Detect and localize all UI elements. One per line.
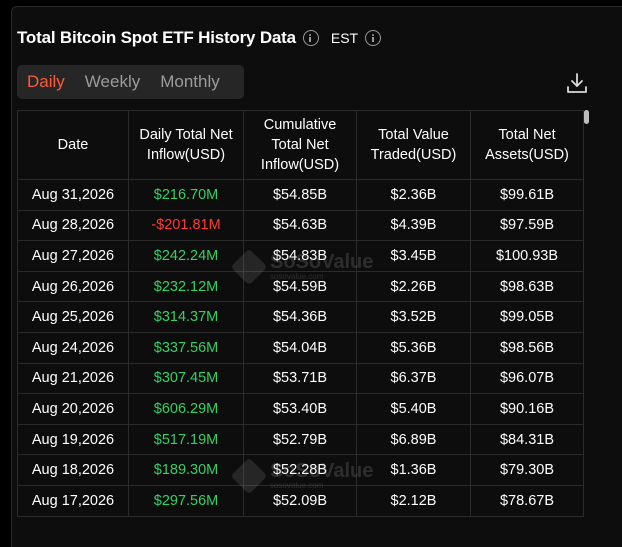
table-row: Aug 17,2026 $297.56M $52.09B $2.12B $78.… (17, 484, 584, 517)
inflow-cell: $337.56M (128, 331, 244, 364)
cumulative-cell: $53.40B (243, 393, 357, 425)
column-header-cumulative-inflow[interactable]: Cumulative Total Net Inflow(USD) (243, 110, 357, 180)
traded-cell: $4.39B (356, 209, 471, 242)
assets-cell: $96.07B (470, 362, 584, 395)
cumulative-cell: $54.59B (243, 270, 357, 303)
traded-cell: $5.40B (356, 393, 471, 425)
period-tabs: Daily Weekly Monthly (17, 65, 244, 99)
table-scrollbar[interactable] (584, 110, 589, 124)
title-row: Total Bitcoin Spot ETF History Data EST (17, 27, 382, 49)
column-header-daily-inflow[interactable]: Daily Total Net Inflow(USD) (128, 110, 244, 180)
traded-cell: $3.52B (356, 301, 471, 333)
assets-cell: $90.16B (470, 393, 584, 425)
timezone-info-icon[interactable] (365, 30, 382, 46)
traded-cell: $2.26B (356, 270, 471, 303)
tab-weekly[interactable]: Weekly (84, 72, 141, 91)
traded-cell: $2.36B (356, 179, 471, 211)
cumulative-cell: $54.63B (243, 209, 357, 242)
column-header-value-traded[interactable]: Total Value Traded(USD) (356, 110, 471, 180)
history-table: Date Daily Total Net Inflow(USD) Cumulat… (17, 110, 584, 517)
table-row: Aug 25,2026 $314.37M $54.36B $3.52B $99.… (17, 301, 584, 333)
date-cell: Aug 31,2026 (17, 179, 129, 211)
cumulative-cell: $54.36B (243, 301, 357, 333)
assets-cell: $100.93B (470, 240, 584, 272)
table-row: Aug 19,2026 $517.19M $52.79B $6.89B $84.… (17, 423, 584, 456)
table-row: Aug 21,2026 $307.45M $53.71B $6.37B $96.… (17, 362, 584, 395)
table-row: Aug 27,2026 $242.24M $54.83B $3.45B $100… (17, 240, 584, 272)
date-cell: Aug 18,2026 (17, 454, 129, 486)
cumulative-cell: $54.85B (243, 179, 357, 211)
date-cell: Aug 28,2026 (17, 209, 129, 242)
assets-cell: $98.56B (470, 331, 584, 364)
traded-cell: $2.12B (356, 484, 471, 517)
cumulative-cell: $52.79B (243, 423, 357, 456)
inflow-cell: $606.29M (128, 393, 244, 425)
inflow-cell: -$201.81M (128, 209, 244, 242)
inflow-cell: $517.19M (128, 423, 244, 456)
date-cell: Aug 25,2026 (17, 301, 129, 333)
timezone-label[interactable]: EST (330, 30, 359, 46)
date-cell: Aug 24,2026 (17, 331, 129, 364)
column-header-date[interactable]: Date (17, 110, 129, 180)
inflow-cell: $232.12M (128, 270, 244, 303)
date-cell: Aug 17,2026 (17, 484, 129, 517)
tab-monthly[interactable]: Monthly (160, 72, 220, 91)
traded-cell: $6.37B (356, 362, 471, 395)
tab-daily[interactable]: Daily (27, 72, 65, 91)
traded-cell: $6.89B (356, 423, 471, 456)
cumulative-cell: $52.28B (243, 454, 357, 486)
date-cell: Aug 20,2026 (17, 393, 129, 425)
assets-cell: $99.61B (470, 179, 584, 211)
inflow-cell: $307.45M (128, 362, 244, 395)
assets-cell: $99.05B (470, 301, 584, 333)
table-row: Aug 20,2026 $606.29M $53.40B $5.40B $90.… (17, 393, 584, 425)
inflow-cell: $189.30M (128, 454, 244, 486)
download-icon[interactable] (565, 71, 589, 95)
assets-cell: $97.59B (470, 209, 584, 242)
assets-cell: $78.67B (470, 484, 584, 517)
info-icon[interactable] (302, 30, 319, 46)
inflow-cell: $242.24M (128, 240, 244, 272)
traded-cell: $3.45B (356, 240, 471, 272)
assets-cell: $84.31B (470, 423, 584, 456)
table-row: Aug 28,2026 -$201.81M $54.63B $4.39B $97… (17, 209, 584, 242)
history-table-container: Date Daily Total Net Inflow(USD) Cumulat… (17, 110, 584, 517)
traded-cell: $1.36B (356, 454, 471, 486)
date-cell: Aug 26,2026 (17, 270, 129, 303)
cumulative-cell: $52.09B (243, 484, 357, 517)
cumulative-cell: $53.71B (243, 362, 357, 395)
inflow-cell: $216.70M (128, 179, 244, 211)
date-cell: Aug 21,2026 (17, 362, 129, 395)
table-row: Aug 18,2026 $189.30M $52.28B $1.36B $79.… (17, 454, 584, 486)
inflow-cell: $297.56M (128, 484, 244, 517)
cumulative-cell: $54.83B (243, 240, 357, 272)
traded-cell: $5.36B (356, 331, 471, 364)
assets-cell: $79.30B (470, 454, 584, 486)
table-header-row: Date Daily Total Net Inflow(USD) Cumulat… (17, 110, 584, 180)
date-cell: Aug 19,2026 (17, 423, 129, 456)
column-header-net-assets[interactable]: Total Net Assets(USD) (470, 110, 584, 180)
inflow-cell: $314.37M (128, 301, 244, 333)
table-body: Aug 31,2026 $216.70M $54.85B $2.36B $99.… (17, 179, 584, 517)
table-row: Aug 24,2026 $337.56M $54.04B $5.36B $98.… (17, 331, 584, 364)
cumulative-cell: $54.04B (243, 331, 357, 364)
assets-cell: $98.63B (470, 270, 584, 303)
date-cell: Aug 27,2026 (17, 240, 129, 272)
page-title: Total Bitcoin Spot ETF History Data (17, 28, 296, 47)
table-row: Aug 26,2026 $232.12M $54.59B $2.26B $98.… (17, 270, 584, 303)
table-row: Aug 31,2026 $216.70M $54.85B $2.36B $99.… (17, 179, 584, 211)
